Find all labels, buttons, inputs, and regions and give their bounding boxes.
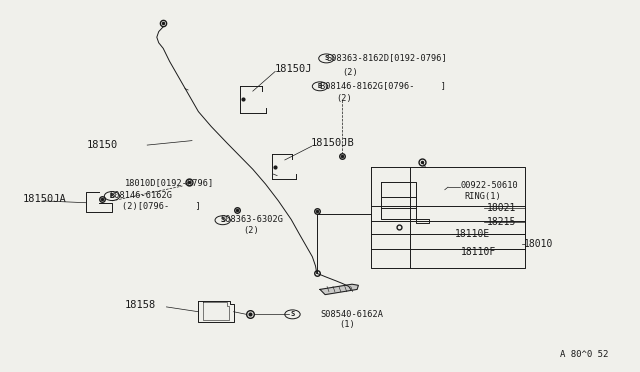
- Text: 18110E: 18110E: [454, 229, 490, 238]
- Text: S08363-6302G: S08363-6302G: [221, 215, 284, 224]
- Text: 18010D[0192-0796]: 18010D[0192-0796]: [125, 178, 214, 187]
- Text: A 80^0 52: A 80^0 52: [560, 350, 609, 359]
- Text: 18150: 18150: [86, 140, 118, 150]
- Text: 18010: 18010: [524, 239, 553, 248]
- Text: B08146-8162G[0796-     ]: B08146-8162G[0796- ]: [320, 81, 446, 90]
- Text: B08146-6162G: B08146-6162G: [109, 191, 172, 200]
- Text: 18110F: 18110F: [461, 247, 496, 257]
- Text: S08540-6162A: S08540-6162A: [320, 310, 383, 319]
- Text: B: B: [318, 83, 322, 89]
- Text: (1): (1): [339, 320, 355, 329]
- Polygon shape: [320, 284, 358, 295]
- Text: S: S: [324, 55, 328, 61]
- Text: 18158: 18158: [125, 300, 156, 310]
- Text: (2): (2): [336, 94, 352, 103]
- Text: B: B: [110, 193, 114, 199]
- Text: 18215: 18215: [486, 217, 516, 227]
- Text: 18021: 18021: [486, 203, 516, 212]
- Text: (2): (2): [243, 226, 259, 235]
- Text: 18150J: 18150J: [275, 64, 313, 74]
- Text: S: S: [221, 217, 225, 223]
- Text: 00922-50610: 00922-50610: [461, 182, 518, 190]
- Text: (2)[0796-     ]: (2)[0796- ]: [122, 202, 200, 211]
- Text: RING(1): RING(1): [464, 192, 500, 201]
- Text: 18150JA: 18150JA: [22, 194, 66, 204]
- Text: S: S: [291, 311, 294, 317]
- Text: S08363-8162D[0192-0796]: S08363-8162D[0192-0796]: [326, 53, 447, 62]
- Text: (2): (2): [342, 68, 358, 77]
- Text: 18150JB: 18150JB: [310, 138, 354, 148]
